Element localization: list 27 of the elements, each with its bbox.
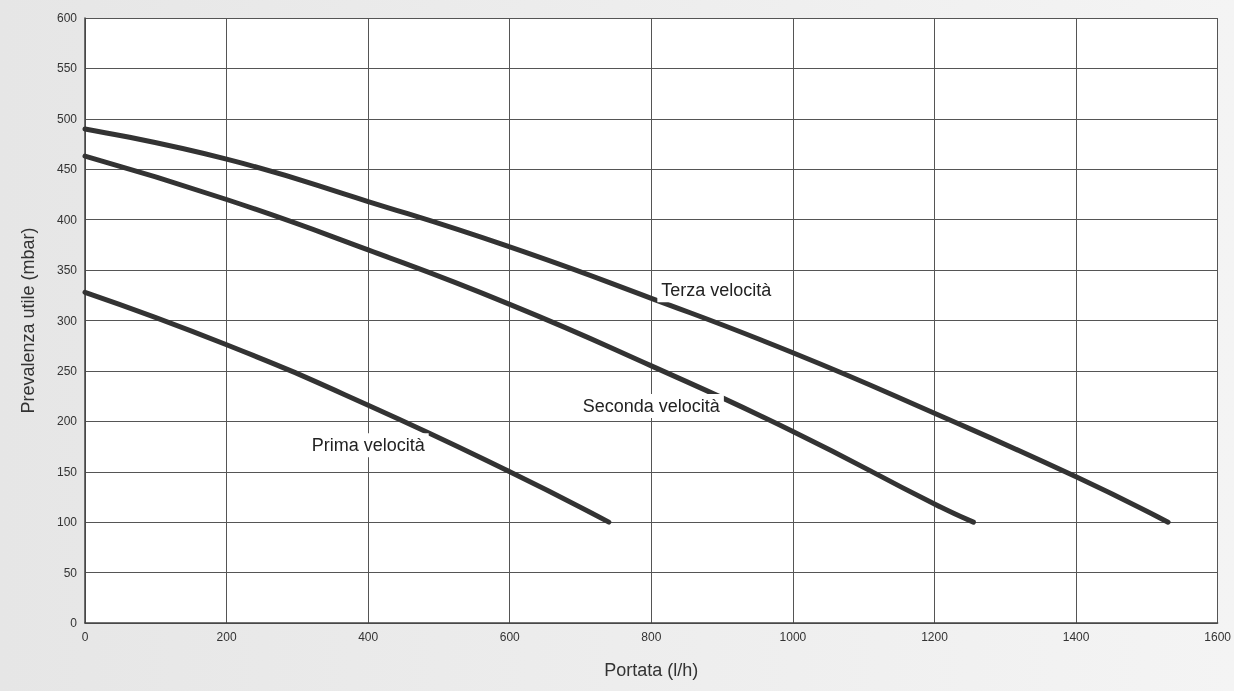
x-tick-label: 200 [216, 630, 237, 644]
y-tick-label: 250 [56, 363, 78, 378]
x-tick-label: 1600 [1204, 630, 1232, 644]
y-tick-label: 0 [70, 616, 78, 630]
y-tick-label: 400 [56, 212, 78, 227]
x-tick-label: 1000 [779, 630, 807, 644]
y-tick-label: 300 [56, 313, 78, 328]
series-label: Prima velocità [311, 435, 426, 456]
y-tick-label: 200 [56, 414, 78, 429]
x-tick-label: 600 [499, 630, 521, 644]
x-tick-label: 400 [358, 630, 379, 644]
series-label: Terza velocità [661, 280, 773, 301]
y-tick-label: 500 [56, 111, 78, 126]
x-tick-label: 0 [81, 630, 89, 644]
y-tick-label: 350 [56, 263, 78, 278]
series-label: Seconda velocità [582, 395, 721, 416]
x-tick-label: 800 [641, 630, 662, 644]
x-tick-label: 1400 [1062, 630, 1090, 644]
x-axis-title: Portata (l/h) [604, 660, 699, 680]
y-tick-label: 450 [56, 162, 78, 177]
y-tick-label: 600 [56, 11, 78, 25]
x-tick-label: 1200 [921, 630, 949, 644]
y-tick-label: 550 [56, 61, 78, 76]
y-tick-label: 50 [63, 565, 78, 580]
y-tick-label: 150 [56, 464, 78, 479]
y-tick-label: 100 [56, 515, 78, 530]
y-axis-title: Prevalenza utile (mbar) [18, 227, 38, 414]
